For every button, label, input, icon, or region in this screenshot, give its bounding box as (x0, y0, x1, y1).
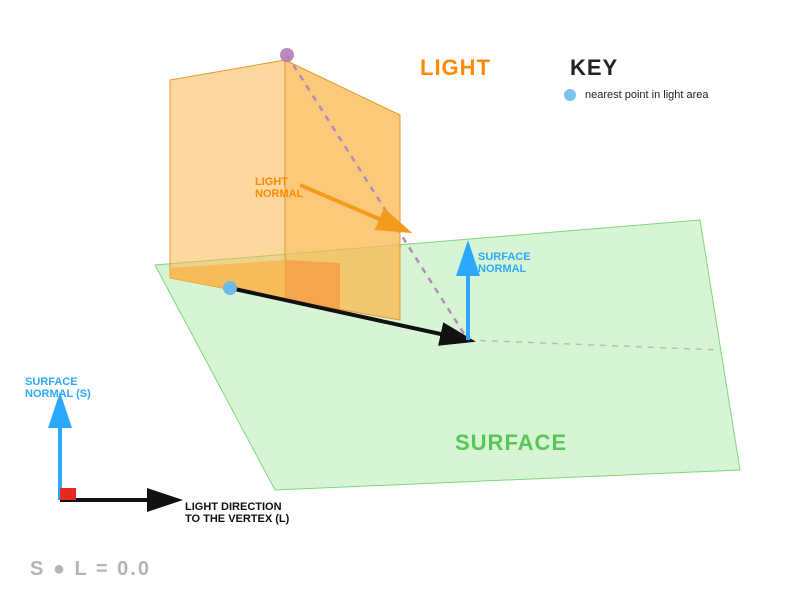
svg-text:NORMAL (S): NORMAL (S) (25, 388, 91, 400)
surface-normal-label: SURFACENORMAL (478, 251, 531, 275)
formula-text: S ● L = 0.0 (30, 558, 151, 580)
svg-text:NORMAL: NORMAL (478, 263, 527, 275)
legend-light-direction-label: LIGHT DIRECTIONTO THE VERTEX (L) (185, 501, 290, 525)
light-top-point (280, 48, 294, 62)
legend-right-angle-icon (60, 488, 76, 500)
svg-text:SURFACE: SURFACE (478, 251, 531, 263)
nearest-point (223, 281, 237, 295)
key-dot-icon (564, 89, 576, 101)
key-title: KEY (570, 55, 618, 80)
surface-title: SURFACE (455, 430, 567, 455)
key-item-label: nearest point in light area (585, 89, 709, 101)
legend-surface-normal-label: SURFACENORMAL (S) (25, 376, 91, 400)
svg-text:TO THE VERTEX (L): TO THE VERTEX (L) (185, 513, 290, 525)
light-title: LIGHT (420, 55, 491, 80)
svg-text:LIGHT DIRECTION: LIGHT DIRECTION (185, 501, 282, 513)
svg-text:LIGHT: LIGHT (255, 176, 288, 188)
svg-text:NORMAL: NORMAL (255, 188, 304, 200)
svg-text:SURFACE: SURFACE (25, 376, 78, 388)
